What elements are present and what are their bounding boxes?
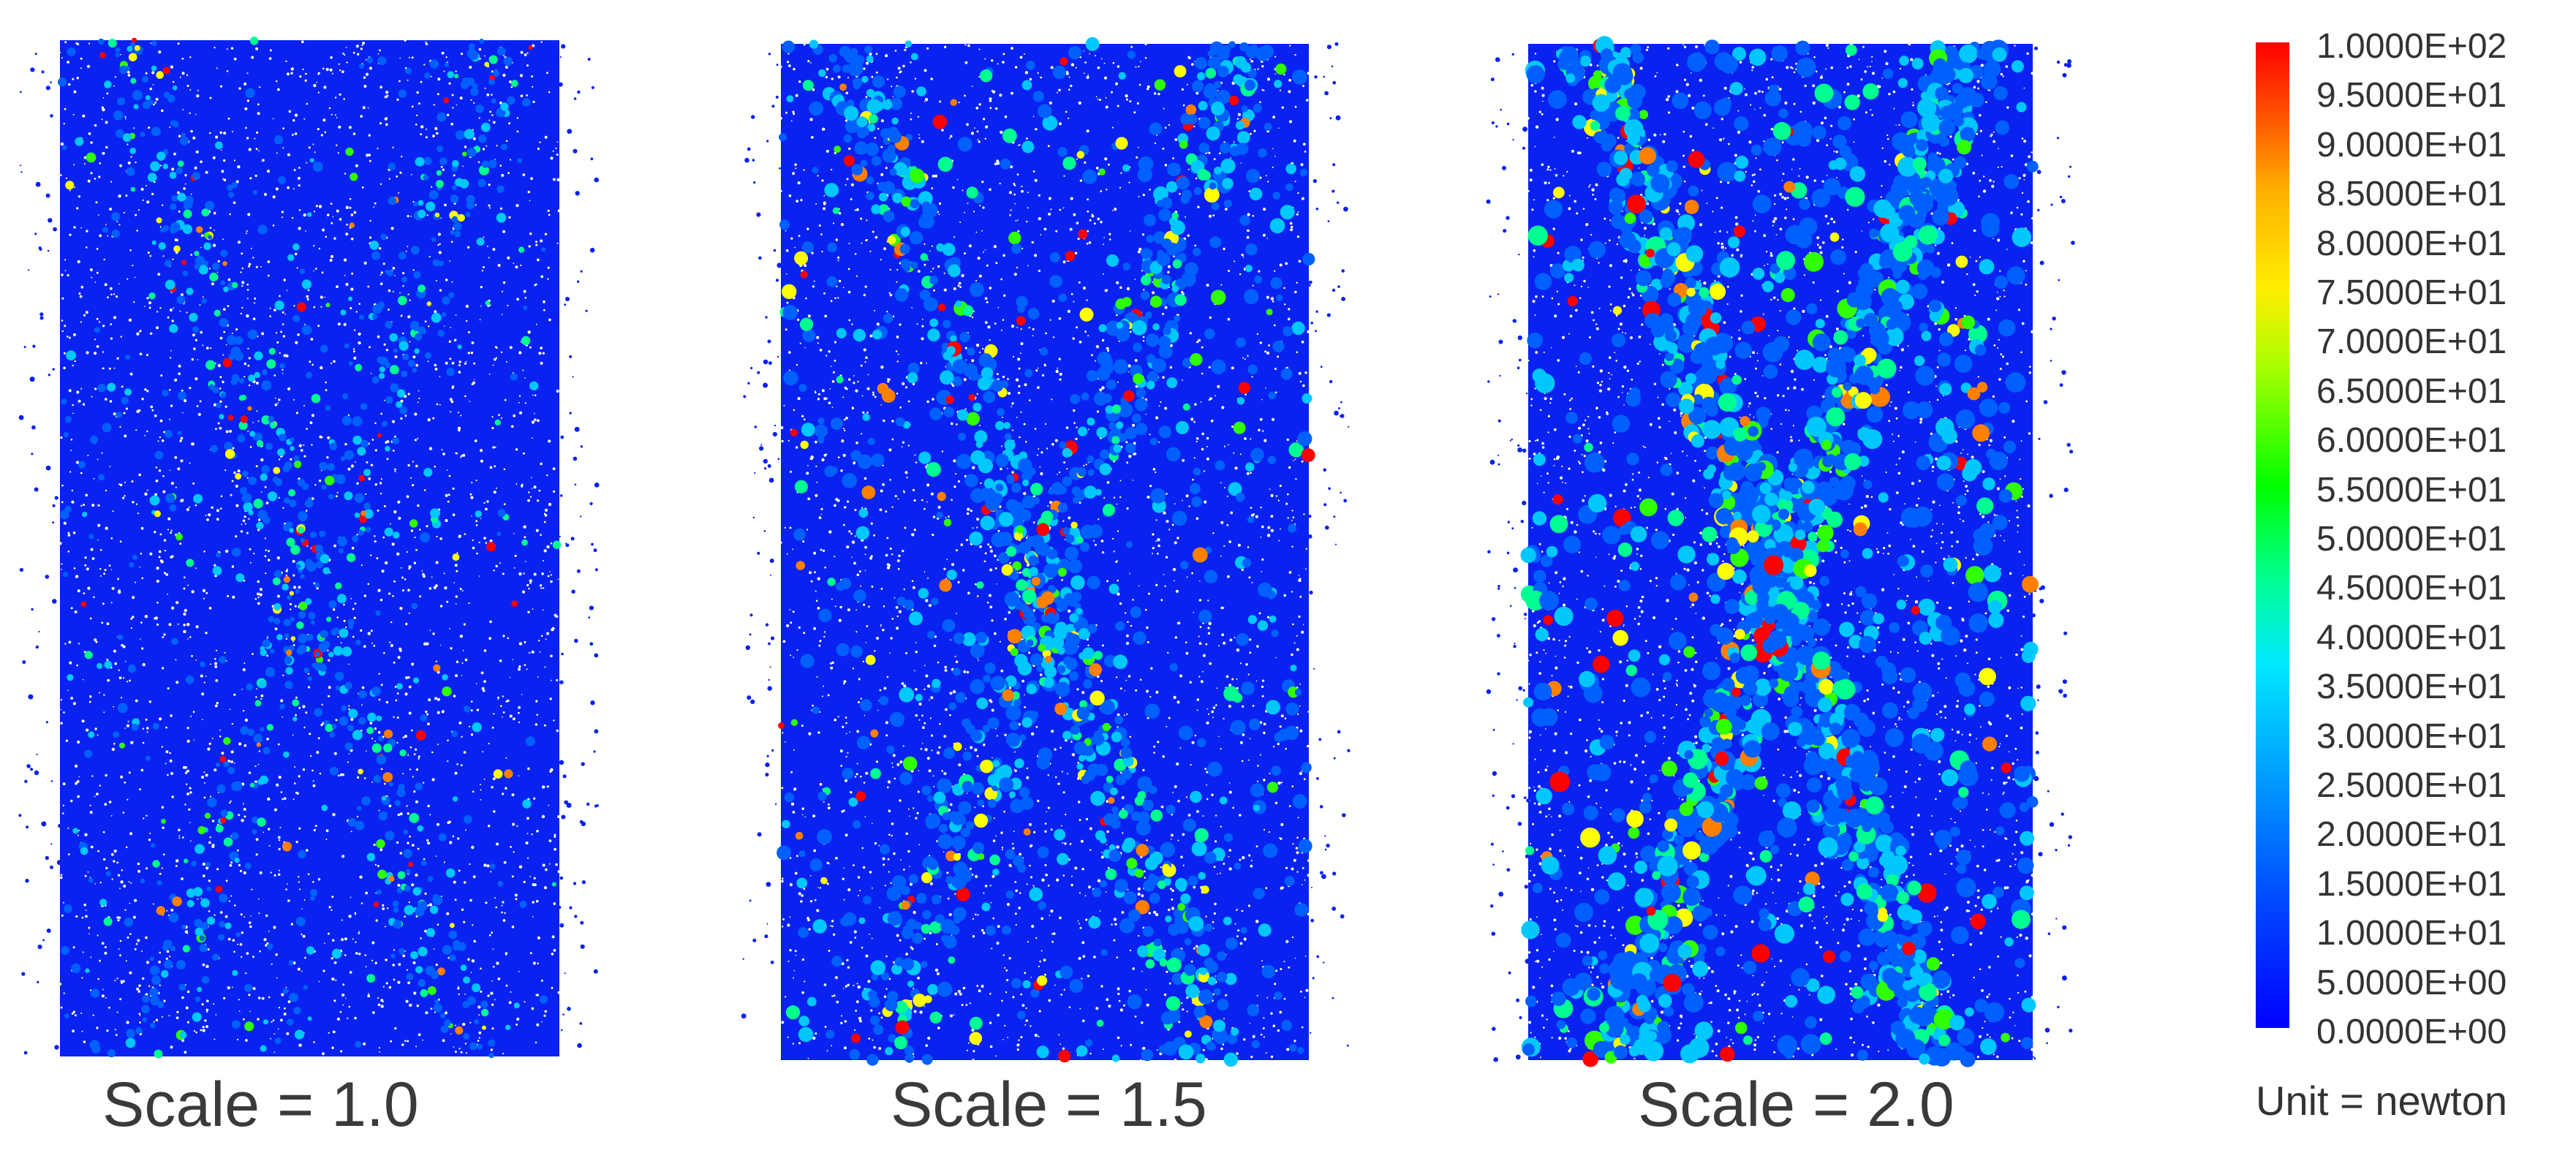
colorbar-tick-label: 7.5000E+01 [2316, 273, 2507, 312]
colorbar-tick-label: 3.0000E+01 [2316, 716, 2507, 756]
particle-panel-scale-1-5 [731, 0, 1389, 1067]
colorbar-tick-label: 5.0000E+01 [2316, 520, 2507, 559]
colorbar-tick-label: 5.0000E+00 [2316, 963, 2507, 1002]
colorbar-tick-label: 8.0000E+01 [2316, 224, 2507, 263]
colorbar-tick-label: 6.5000E+01 [2316, 371, 2507, 411]
particles [741, 37, 1351, 1067]
unit-label: Unit = newton [2256, 1078, 2507, 1124]
colorbar-tick-label: 5.5000E+01 [2316, 470, 2507, 510]
particle-field-1 [18, 37, 600, 1059]
colorbar-tick-label: 9.0000E+01 [2316, 125, 2507, 164]
colorbar-tick-label: 9.5000E+01 [2316, 76, 2507, 116]
colorbar-tick-label: 4.5000E+01 [2316, 569, 2507, 608]
colorbar-tick-label: 3.5000E+01 [2316, 668, 2507, 707]
colorbar-tick-label: 6.0000E+01 [2316, 421, 2507, 461]
particle-panel-scale-1 [0, 0, 629, 1067]
colorbar-tick-label: 1.0000E+01 [2316, 914, 2507, 953]
colorbar-tick-label: 2.5000E+01 [2316, 766, 2507, 805]
specimen-body [60, 40, 559, 1056]
particles [1486, 36, 2075, 1067]
force-colorbar [2256, 42, 2289, 1028]
particle-field-3 [1486, 36, 2075, 1067]
colorbar-tick-label: 0.0000E+00 [2316, 1013, 2507, 1051]
caption-scale-1-5: Scale = 1.5 [891, 1070, 1207, 1140]
colorbar-tick-label: 4.0000E+01 [2316, 618, 2507, 657]
colorbar-tick-label: 8.5000E+01 [2316, 175, 2507, 214]
colorbar-tick-label: 7.0000E+01 [2316, 322, 2507, 362]
colorbar-tick-label: 1.0000E+02 [2316, 27, 2507, 66]
caption-scale-2: Scale = 2.0 [1638, 1070, 1954, 1140]
particle-panel-scale-2 [1477, 0, 2120, 1067]
particles [18, 37, 600, 1059]
colorbar-tick-label: 2.0000E+01 [2316, 815, 2507, 855]
particle-field-2 [741, 37, 1351, 1067]
colorbar-tick-label: 1.5000E+01 [2316, 864, 2507, 904]
caption-scale-1: Scale = 1.0 [102, 1070, 419, 1140]
